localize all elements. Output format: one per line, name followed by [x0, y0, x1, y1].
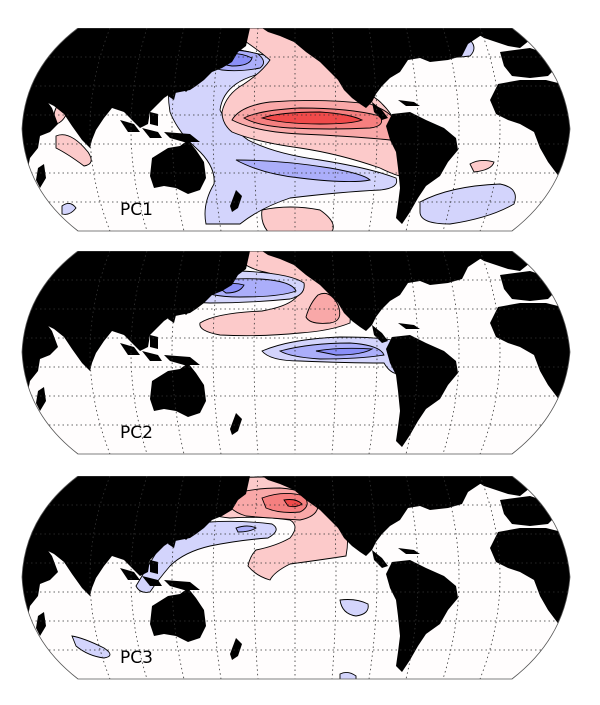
map-panel-pc2: PC2: [0, 251, 600, 455]
contour-negative-small: [61, 203, 77, 215]
contour-negative-level2: [235, 159, 371, 183]
contour-negative-level3: [315, 347, 374, 356]
panel-label-pc2: PC2: [120, 423, 153, 443]
panel-label-pc3: PC3: [120, 648, 153, 668]
contour-negative-small: [339, 599, 369, 617]
contour-negative-small: [339, 671, 357, 679]
contour-positive-small: [469, 159, 495, 173]
contour-positive-level3: [261, 493, 308, 513]
map-panel-pc1: PC1: [0, 28, 600, 232]
panel-label-pc1: PC1: [120, 200, 153, 220]
contour-negative-small: [71, 635, 111, 659]
contour-positive-small: [55, 134, 92, 167]
contour-positive-small: [261, 206, 334, 231]
map-panel-pc3: PC3: [0, 476, 600, 680]
contour-negative-small: [419, 183, 516, 225]
contour-negative-level2: [235, 525, 257, 533]
